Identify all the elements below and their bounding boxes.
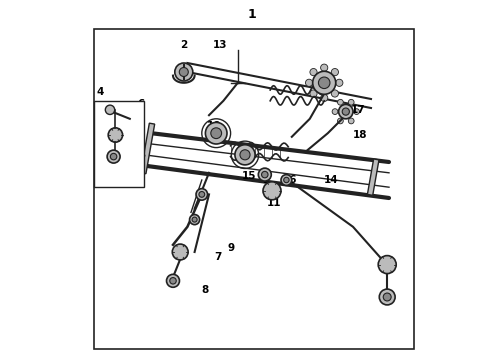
Circle shape	[318, 77, 330, 89]
Bar	[368, 159, 379, 195]
Circle shape	[331, 90, 339, 97]
Circle shape	[336, 79, 343, 86]
Circle shape	[281, 175, 292, 185]
Text: 17: 17	[351, 105, 366, 115]
Circle shape	[354, 109, 360, 114]
Circle shape	[342, 108, 349, 115]
Circle shape	[258, 168, 271, 181]
Circle shape	[284, 177, 289, 183]
Text: 15: 15	[242, 171, 256, 181]
Bar	[141, 123, 155, 174]
Text: 16: 16	[283, 175, 297, 185]
Circle shape	[235, 145, 255, 165]
Circle shape	[313, 71, 336, 94]
Circle shape	[205, 122, 227, 144]
Circle shape	[310, 90, 317, 97]
Circle shape	[339, 104, 353, 119]
Circle shape	[190, 215, 199, 225]
Circle shape	[310, 68, 317, 76]
Circle shape	[167, 274, 179, 287]
Circle shape	[108, 128, 122, 142]
Circle shape	[348, 99, 354, 105]
Circle shape	[192, 217, 197, 222]
Circle shape	[338, 99, 343, 105]
Text: 11: 11	[267, 198, 282, 208]
Circle shape	[110, 153, 117, 160]
Circle shape	[348, 118, 354, 124]
Text: 1: 1	[248, 8, 257, 21]
Circle shape	[105, 105, 115, 114]
Circle shape	[379, 289, 395, 305]
Circle shape	[179, 68, 188, 77]
Text: 18: 18	[353, 130, 368, 140]
Text: 7: 7	[214, 252, 221, 262]
Circle shape	[175, 63, 193, 81]
Bar	[94, 101, 144, 187]
Circle shape	[320, 94, 328, 102]
Text: 9: 9	[227, 243, 234, 253]
Text: 3: 3	[139, 150, 146, 160]
Circle shape	[320, 64, 328, 71]
Text: 14: 14	[324, 175, 339, 185]
Circle shape	[172, 244, 188, 260]
Circle shape	[378, 256, 396, 274]
Circle shape	[199, 192, 205, 197]
Circle shape	[262, 171, 268, 178]
Circle shape	[332, 109, 338, 114]
Circle shape	[240, 150, 250, 160]
Text: 5: 5	[103, 155, 111, 165]
Circle shape	[383, 293, 391, 301]
Circle shape	[170, 278, 176, 284]
Text: 4: 4	[96, 87, 103, 97]
Circle shape	[196, 189, 208, 200]
Circle shape	[107, 150, 120, 163]
Text: 6: 6	[137, 99, 144, 109]
Circle shape	[263, 182, 281, 200]
Text: 12: 12	[240, 148, 254, 158]
Circle shape	[211, 128, 221, 139]
Text: 8: 8	[202, 285, 209, 295]
Text: 2: 2	[262, 175, 270, 185]
Circle shape	[305, 79, 313, 86]
Text: 13: 13	[213, 40, 227, 50]
Bar	[94, 29, 414, 349]
Circle shape	[331, 68, 339, 76]
Text: 10: 10	[207, 121, 221, 131]
Text: 2: 2	[180, 40, 188, 50]
Circle shape	[338, 118, 343, 124]
